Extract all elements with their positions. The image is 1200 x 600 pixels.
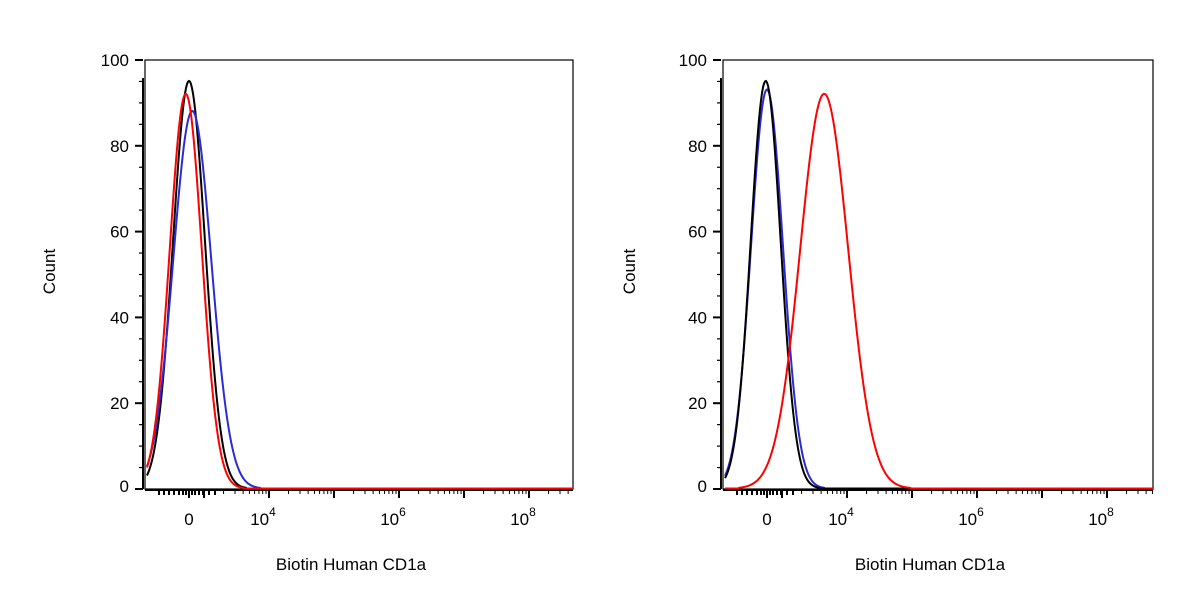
y-tick-label: 60 [110,223,129,242]
y-tick-label: 0 [120,477,129,496]
y-axis-title: Count [40,249,59,295]
x-tick-label: 104 [250,505,276,529]
x-tick-label: 0 [762,510,771,529]
x-tick-label: 0 [184,510,193,529]
y-axis-title: Count [620,249,639,295]
x-tick-label: 104 [828,505,854,529]
y-tick-label: 20 [110,394,129,413]
histogram-series-line [146,79,573,490]
x-tick-label: 106 [380,505,406,529]
histogram-series-line [724,88,1153,490]
y-tick-label: 20 [688,394,707,413]
x-tick-label: 106 [958,505,984,529]
histogram-series-line [146,109,573,490]
y-tick-label: 0 [698,477,707,496]
y-tick-label: 40 [688,308,707,327]
x-tick-label: 108 [1088,505,1114,529]
x-axis-title: Biotin Human CD1a [276,555,427,574]
x-tick-label: 108 [510,505,536,529]
y-tick-label: 100 [101,51,129,70]
y-tick-label: 80 [110,137,129,156]
y-tick-label: 40 [110,308,129,327]
x-axis-title: Biotin Human CD1a [855,555,1006,574]
plot-frame [722,59,1154,490]
histogram-series-line [724,79,1153,490]
histogram-panel-right: 0 20 40 60 80 100 0 104 106 108 Biotin Human CD1a C… [620,51,1154,574]
histogram-series-line [725,92,1153,490]
plot-frame [144,59,574,490]
y-tick-label: 100 [679,51,707,70]
histogram-panel-left: 0 20 40 60 80 100 0 104 106 108 Biotin Human CD1a C… [40,51,574,574]
histogram-series-line [146,92,573,490]
y-tick-label: 60 [688,223,707,242]
y-tick-label: 80 [688,137,707,156]
